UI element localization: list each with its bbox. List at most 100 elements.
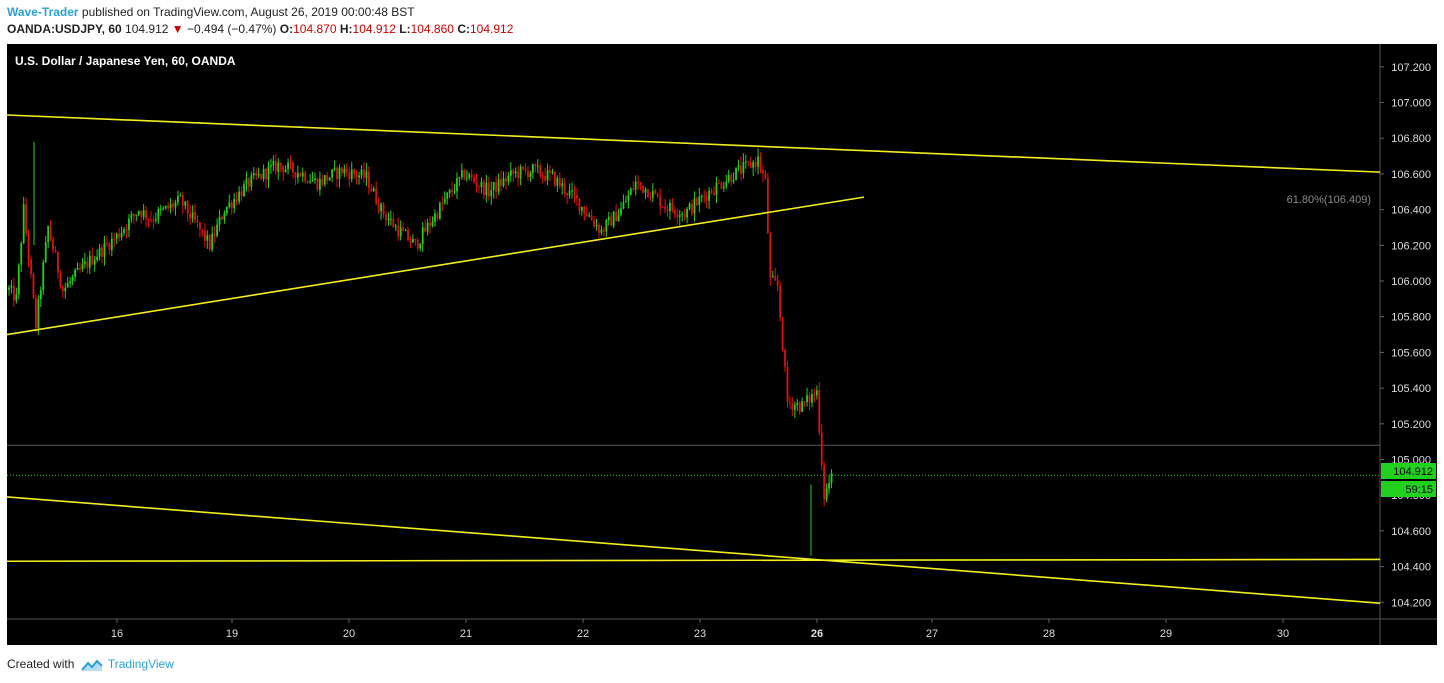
- candle-body: [514, 171, 517, 174]
- candle-body: [203, 230, 206, 241]
- candle-body: [370, 188, 373, 192]
- candle-body: [695, 198, 698, 205]
- candle-body: [632, 188, 635, 190]
- candle-body: [350, 169, 353, 180]
- tradingview-brand[interactable]: TradingView: [107, 657, 174, 671]
- chart-title: U.S. Dollar / Japanese Yen, 60, OANDA: [15, 54, 236, 68]
- candle-body: [389, 218, 392, 220]
- candle-body: [323, 175, 326, 185]
- rising-support-trendline[interactable]: [6, 196, 865, 336]
- candle-body: [588, 215, 591, 217]
- candle-body: [818, 390, 821, 433]
- candle-body: [235, 198, 238, 202]
- candle-body: [230, 202, 233, 209]
- candle-body: [705, 196, 708, 201]
- candle-body: [598, 224, 600, 233]
- candle-body: [815, 390, 818, 396]
- candle-body: [825, 488, 828, 500]
- candle-body: [385, 214, 387, 220]
- candle-body: [573, 190, 576, 196]
- candle-body: [221, 216, 223, 220]
- horizontal-support-line[interactable]: [6, 558, 1381, 563]
- candle-body: [225, 206, 228, 214]
- candle-body: [404, 230, 407, 232]
- candle-body: [375, 188, 378, 204]
- candle-body: [458, 177, 461, 179]
- price-tick-label: 107.000: [1391, 98, 1431, 110]
- candle-body: [274, 161, 277, 172]
- candle-body: [563, 183, 566, 194]
- candle-body: [497, 179, 500, 192]
- candle-body: [443, 198, 446, 204]
- high-value: 104.912: [352, 22, 396, 36]
- candle-body: [764, 173, 767, 179]
- candle-body: [664, 206, 666, 209]
- candle-body: [610, 216, 613, 226]
- candle-body: [585, 213, 588, 217]
- candle-body: [79, 268, 81, 270]
- candle-body: [409, 240, 412, 243]
- candle-body: [238, 191, 241, 202]
- candle-body: [595, 224, 598, 226]
- candle-body: [722, 186, 725, 189]
- time-tick-label: 20: [343, 628, 355, 640]
- candle-body: [566, 193, 569, 196]
- price-tick-label: 104.400: [1391, 562, 1431, 574]
- trendlines[interactable]: [6, 114, 1381, 604]
- candle-body: [830, 473, 833, 484]
- candle-body: [348, 172, 351, 180]
- candle-body: [382, 203, 385, 215]
- candle-body: [710, 190, 713, 194]
- candle-body: [294, 172, 297, 178]
- candle-body: [622, 202, 625, 209]
- candle-body: [128, 218, 130, 230]
- candle-body: [659, 195, 662, 207]
- candle-body: [749, 161, 752, 168]
- candle-body: [91, 255, 94, 265]
- candle-body: [414, 238, 417, 241]
- candle-body: [671, 202, 674, 211]
- candle-body: [642, 185, 644, 193]
- candle-body: [470, 174, 473, 178]
- time-axis[interactable]: 16 19 20 21 22 23 26 27 28 29 30: [111, 619, 1289, 640]
- candle-body: [546, 170, 549, 181]
- candle-body: [277, 162, 280, 172]
- candle-body: [208, 235, 211, 250]
- candle-body: [8, 287, 10, 290]
- price-tick-label: 105.200: [1391, 419, 1431, 431]
- candle-body: [363, 169, 365, 178]
- candle-body: [620, 208, 622, 215]
- candle-body: [22, 204, 25, 244]
- candle-body: [740, 165, 742, 174]
- candle-body: [338, 167, 341, 180]
- candle-body: [71, 276, 74, 282]
- publish-info: Wave-Trader published on TradingView.com…: [7, 5, 415, 19]
- time-tick-label: 28: [1043, 628, 1055, 640]
- candle-body: [781, 317, 784, 350]
- candle-body: [527, 170, 529, 178]
- lower-falling-trendline[interactable]: [6, 496, 1381, 604]
- price-tick-label: 105.600: [1391, 347, 1431, 359]
- candle-body: [318, 178, 321, 190]
- price-axis[interactable]: 104.200104.400104.600104.800105.000105.2…: [1380, 62, 1431, 610]
- candle-body: [583, 206, 586, 214]
- candle-body: [407, 230, 409, 241]
- candle-body: [233, 198, 236, 209]
- symbol-ohlc-bar: OANDA:USDJPY, 60 104.912 ▼ −0.494 (−0.47…: [7, 22, 513, 36]
- author-name[interactable]: Wave-Trader: [7, 5, 79, 19]
- candle-body: [257, 174, 260, 176]
- upper-resistance-trendline[interactable]: [6, 114, 1381, 173]
- candle-body: [612, 211, 615, 226]
- candle-body: [473, 177, 476, 182]
- candle-body: [549, 170, 551, 173]
- candle-body: [771, 276, 774, 278]
- candle-body: [460, 170, 463, 178]
- candle-body: [287, 162, 289, 170]
- candle-body: [429, 222, 431, 226]
- candle-body: [186, 201, 189, 214]
- candle-body: [502, 178, 505, 186]
- candle-body: [15, 294, 18, 301]
- candle-body: [42, 262, 45, 291]
- candle-body: [250, 175, 253, 187]
